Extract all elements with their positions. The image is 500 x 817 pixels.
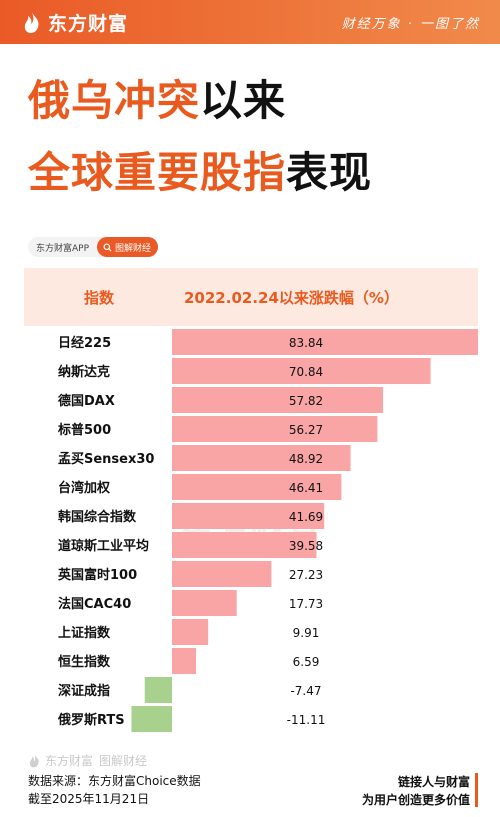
bar	[172, 387, 384, 413]
value-label: 48.92	[289, 452, 323, 466]
header-index: 指数	[84, 289, 115, 307]
category-label: 韩国综合指数	[58, 509, 137, 525]
date-line: 截至2025年11月21日	[28, 792, 150, 806]
source-tag: 东方财富APP 图解财经	[28, 237, 159, 257]
accent-bar	[475, 773, 478, 807]
brand-name: 东方财富	[48, 13, 129, 35]
page-title-line1: 俄乌冲突以来	[28, 76, 286, 126]
bar	[172, 561, 272, 587]
value-label: 17.73	[289, 597, 323, 611]
value-label: 6.59	[293, 655, 320, 669]
category-label: 英国富时100	[57, 567, 137, 583]
category-label: 上证指数	[58, 625, 111, 641]
value-label: -11.11	[287, 713, 326, 727]
bar	[172, 648, 197, 674]
value-label: 39.58	[289, 539, 323, 553]
value-label: 70.84	[289, 365, 323, 379]
bar	[172, 416, 378, 442]
bar	[172, 619, 209, 645]
value-label: 57.82	[289, 394, 323, 408]
value-label: 9.91	[293, 626, 320, 640]
bar	[172, 590, 237, 616]
slogan-line1: 链接人与财富	[397, 775, 470, 789]
app-tag-label: 东方财富APP	[36, 243, 90, 254]
category-label: 法国CAC40	[58, 596, 131, 612]
company-slogan: 链接人与财富 为用户创造更多价值	[362, 773, 470, 809]
bar	[172, 532, 317, 558]
watermark-tag: 图解财经	[99, 754, 148, 768]
watermark-brand: 东方财富	[45, 754, 94, 768]
page-title-line2: 全球重要股指表现	[28, 148, 372, 198]
bar	[172, 445, 351, 471]
category-label: 台湾加权	[58, 480, 111, 496]
top-banner: 东方财富 财经万象 · 一图了然	[0, 0, 500, 44]
value-label: 46.41	[289, 481, 323, 495]
title-line1-highlight: 俄乌冲突	[28, 76, 201, 125]
category-label: 纳斯达克	[58, 364, 110, 380]
header-change: 2022.02.24以来涨跌幅（%）	[184, 289, 399, 307]
brand-slogan: 财经万象 · 一图了然	[341, 17, 480, 32]
category-pill-label: 图解财经	[115, 243, 152, 254]
category-label: 俄罗斯RTS	[57, 712, 125, 728]
flame-logo-icon	[24, 12, 39, 33]
value-label: 41.69	[289, 510, 323, 524]
bar	[172, 358, 431, 384]
bar	[131, 706, 172, 732]
bar	[172, 329, 478, 355]
category-label: 道琼斯工业平均	[58, 538, 149, 554]
category-label: 日经225	[58, 335, 111, 351]
title-line2-highlight: 全球重要股指	[28, 148, 287, 197]
table-header: 指数 2022.02.24以来涨跌幅（%）	[24, 268, 478, 326]
search-icon	[103, 242, 112, 252]
flame-watermark-icon	[29, 754, 39, 767]
title-line2-rest: 表现	[286, 148, 373, 197]
value-label: 83.84	[289, 336, 323, 350]
bar	[172, 474, 342, 500]
title-line1-rest: 以来	[200, 76, 287, 125]
category-label: 深证成指	[58, 683, 110, 699]
category-label: 孟买Sensex30	[58, 452, 154, 467]
bar	[172, 503, 325, 529]
brand-logo: 东方财富	[22, 9, 128, 36]
value-label: 27.23	[289, 568, 323, 582]
data-source: 数据来源：东方财富Choice数据 截至2025年11月21日	[28, 772, 201, 808]
source-line: 数据来源：东方财富Choice数据	[28, 774, 201, 788]
category-label: 恒生指数	[58, 654, 111, 670]
bar	[144, 677, 172, 703]
category-pill: 图解财经	[97, 237, 159, 257]
value-label: -7.47	[290, 684, 321, 698]
slogan-line2: 为用户创造更多价值	[361, 793, 470, 807]
category-label: 德国DAX	[58, 393, 115, 409]
value-label: 56.27	[289, 423, 323, 437]
category-label: 标普500	[57, 422, 111, 438]
footer-watermark: 东方财富 图解财经	[28, 752, 147, 769]
